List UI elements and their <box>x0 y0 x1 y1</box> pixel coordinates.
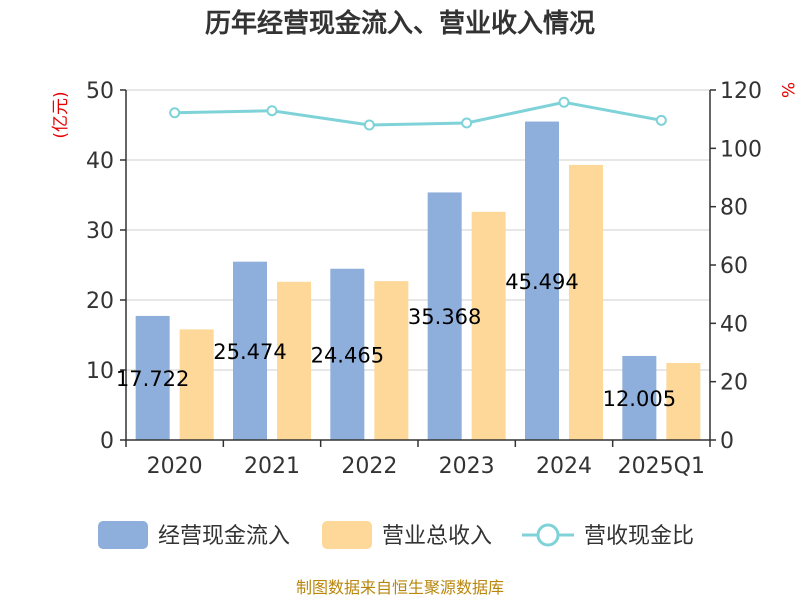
data-labels: 17.722 25.474 24.465 35.368 45.494 12.005 <box>116 270 676 411</box>
grid-lines <box>126 89 710 371</box>
data-label: 24.465 <box>311 343 384 367</box>
y-left-tick-label: 30 <box>86 219 114 244</box>
y-right-tick-label: 0 <box>720 429 734 454</box>
ratio-point <box>558 96 570 108</box>
y-left-tick-label: 50 <box>86 79 114 104</box>
bar-cash-inflow <box>622 355 657 440</box>
x-tick-label: 2025Q1 <box>618 454 705 479</box>
data-label: 45.494 <box>505 270 578 294</box>
ratio-point <box>363 119 375 131</box>
ratio-point <box>266 105 278 117</box>
y-left-tick-label: 10 <box>86 359 114 384</box>
legend-swatch-revenue <box>322 521 372 549</box>
legend-swatch-cash-inflow <box>98 521 148 549</box>
ratio-point <box>169 107 181 119</box>
bar-revenue <box>569 164 603 440</box>
legend-label-revenue: 营业总收入 <box>382 524 492 549</box>
bar-revenue <box>471 211 506 440</box>
bar-revenue <box>374 281 409 440</box>
bars <box>135 121 701 441</box>
data-label: 35.368 <box>408 305 481 329</box>
bar-revenue <box>179 329 214 440</box>
ratio-line <box>169 96 667 131</box>
ratio-point <box>461 117 473 129</box>
y-left-tick-label: 0 <box>100 429 114 454</box>
x-tick-label: 2021 <box>244 454 300 479</box>
bar-cash-inflow <box>525 121 559 441</box>
bar-cash-inflow <box>135 315 170 440</box>
ratio-line-path <box>174 100 662 127</box>
source-footer: 制图数据来自恒生聚源数据库 <box>296 578 504 597</box>
bar-cash-inflow <box>427 192 462 440</box>
data-label: 25.474 <box>213 340 286 364</box>
y-right-tick-label: 120 <box>720 79 762 104</box>
bar-cash-inflow <box>330 268 365 440</box>
y-right-axis-label: % <box>777 82 797 98</box>
x-tick-label: 2024 <box>536 454 592 479</box>
x-tick-label: 2023 <box>439 454 495 479</box>
y-right-tick-label: 20 <box>720 371 748 396</box>
axes: 0 10 20 30 40 50 0 20 40 60 80 100 120 2020 2021 2022 20… <box>86 79 762 479</box>
data-label: 17.722 <box>116 367 189 391</box>
y-right-tick-label: 100 <box>720 137 762 162</box>
bar-revenue <box>277 281 311 440</box>
y-left-tick-label: 20 <box>86 289 114 314</box>
legend-marker-ratio <box>536 523 560 547</box>
y-left-axis-label: (亿元) <box>51 91 71 138</box>
chart-title: 历年经营现金流入、营业收入情况 <box>205 8 595 39</box>
legend-label-cash-inflow: 经营现金流入 <box>158 524 290 549</box>
y-left-tick-label: 40 <box>86 149 114 174</box>
x-tick-label: 2022 <box>341 454 397 479</box>
y-right-tick-label: 80 <box>720 196 748 221</box>
ratio-point <box>655 114 667 126</box>
data-label: 12.005 <box>603 387 676 411</box>
legend-label-ratio: 营收现金比 <box>584 524 694 549</box>
bar-cash-inflow <box>233 261 267 440</box>
y-right-tick-label: 60 <box>720 254 748 279</box>
x-tick-label: 2020 <box>147 454 203 479</box>
y-right-tick-label: 40 <box>720 312 748 337</box>
legend: 经营现金流入 营业总收入 营收现金比 <box>98 521 694 549</box>
bar-revenue <box>666 363 701 440</box>
